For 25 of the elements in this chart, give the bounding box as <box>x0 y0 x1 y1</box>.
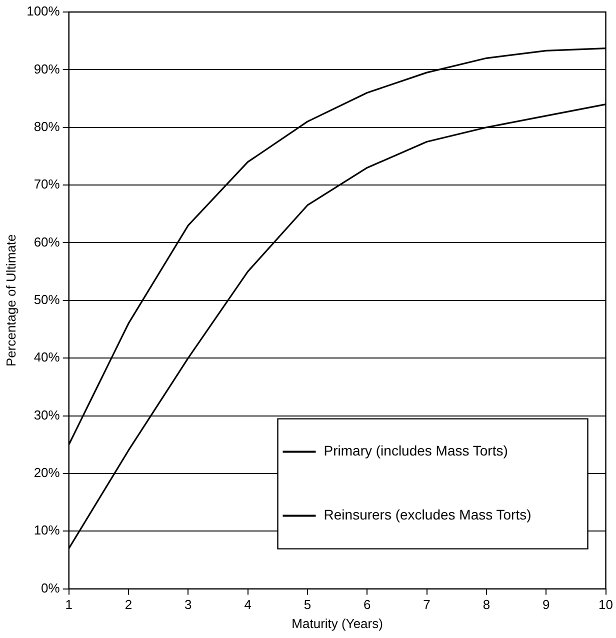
y-tick-label: 70% <box>34 176 60 192</box>
y-tick-label: 20% <box>34 465 60 480</box>
y-axis-title: Percentage of Ultimate <box>3 234 18 367</box>
x-tick-label: 1 <box>65 597 72 612</box>
y-tick-label: 10% <box>34 522 60 538</box>
y-tick-label: 90% <box>34 61 60 76</box>
x-axis-title: Maturity (Years) <box>292 616 383 631</box>
y-tick-label: 80% <box>34 118 60 134</box>
x-tick-label: 5 <box>304 597 312 612</box>
legend-label: Primary (includes Mass Torts) <box>324 442 508 459</box>
y-tick-label: 30% <box>34 407 60 422</box>
y-tick-label: 40% <box>34 350 60 365</box>
y-tick-label: 100% <box>26 4 60 19</box>
y-tick-label: 50% <box>34 292 60 307</box>
x-tick-label: 8 <box>482 597 490 612</box>
x-tick-label: 3 <box>184 597 192 612</box>
x-tick-label: 4 <box>244 597 252 612</box>
x-tick-label: 6 <box>364 597 371 612</box>
y-tick-label: 0% <box>41 580 60 596</box>
x-tick-label: 7 <box>423 597 430 612</box>
legend-label: Reinsurers (excludes Mass Torts) <box>324 506 532 523</box>
y-tick-label: 60% <box>34 234 60 250</box>
x-tick-label: 2 <box>124 597 132 612</box>
x-tick-label: 9 <box>542 597 550 612</box>
x-tick-label: 10 <box>598 597 614 612</box>
